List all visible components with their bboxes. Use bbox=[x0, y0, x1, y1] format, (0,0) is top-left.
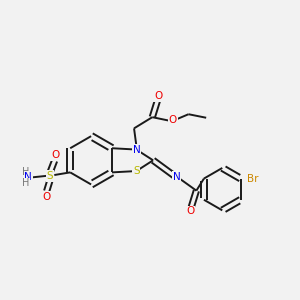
Text: S: S bbox=[133, 166, 140, 176]
Text: O: O bbox=[42, 191, 50, 202]
Text: O: O bbox=[169, 115, 177, 125]
Text: O: O bbox=[51, 150, 59, 160]
Text: H: H bbox=[22, 167, 30, 177]
Text: S: S bbox=[47, 171, 53, 181]
Text: N: N bbox=[173, 172, 181, 182]
Text: O: O bbox=[154, 91, 162, 101]
Text: N: N bbox=[133, 145, 140, 154]
Text: N: N bbox=[24, 172, 32, 182]
Text: Br: Br bbox=[247, 174, 259, 184]
Text: H: H bbox=[22, 178, 30, 188]
Text: O: O bbox=[186, 206, 195, 216]
